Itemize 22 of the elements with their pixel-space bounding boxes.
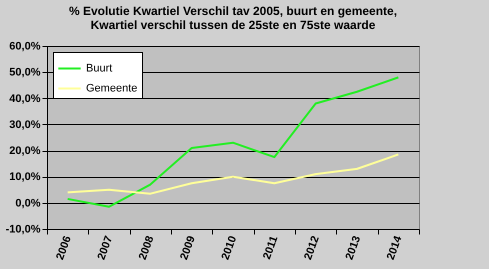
y-tick-label: 60,0% [9, 40, 41, 52]
x-tick-label: 2006 [54, 234, 74, 262]
y-tick-label: -10,0% [6, 224, 41, 236]
x-tick-label: 2010 [219, 234, 240, 262]
y-tick-label: 10,0% [9, 171, 41, 184]
x-tick-label: 2013 [343, 234, 364, 262]
legend-label: Buurt [86, 62, 112, 74]
y-tick-label: 40,0% [9, 92, 41, 105]
y-tick-label: 50,0% [9, 66, 41, 79]
x-tick-label: 2008 [136, 234, 156, 262]
x-tick-label: 2009 [178, 234, 198, 262]
x-tick-label: 2014 [384, 234, 405, 262]
legend-label: Gemeente [86, 82, 138, 94]
line-series [66, 76, 400, 208]
x-tick-label: 2012 [302, 234, 322, 262]
x-tick-label: 2007 [95, 234, 116, 262]
y-tick-label: 30,0% [9, 118, 41, 131]
y-tick-label: 0,0% [15, 197, 41, 210]
line-series [66, 153, 400, 195]
y-tick-label: 20,0% [9, 145, 41, 158]
x-tick-label: 2011 [261, 234, 280, 261]
chart-title: % Evolutie Kwartiel Verschil tav 2005, buurt en gemeente, Kwartiel verschil tussen de 25ste en 75ste waarde [68, 4, 398, 32]
